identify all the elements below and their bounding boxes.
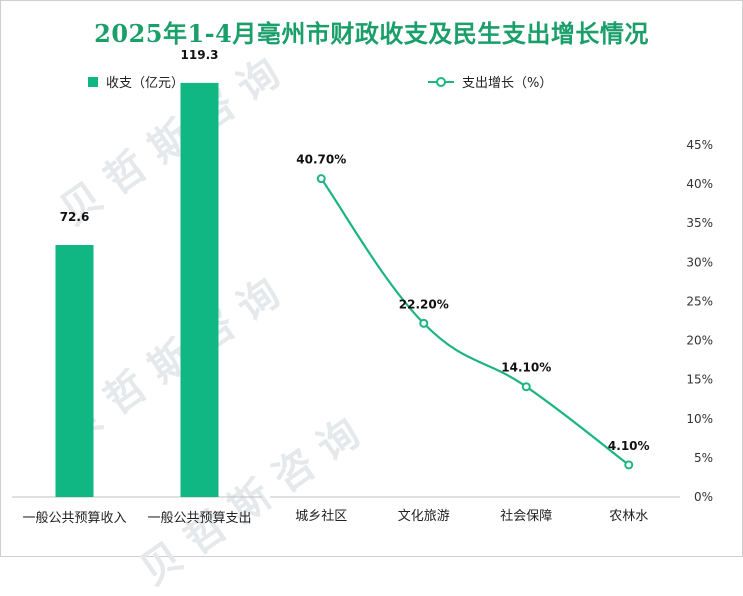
y-tick-label: 45% <box>686 138 713 152</box>
legend-line: 支出增长（%） <box>428 72 552 91</box>
line-category-label: 城乡社区 <box>295 508 347 524</box>
y-tick-label: 40% <box>686 177 713 191</box>
legend-bar-swatch <box>88 76 98 87</box>
line-category-label: 文化旅游 <box>398 509 450 524</box>
chart-title: 2025年1-4月亳州市财政收支及民生支出增长情况 <box>94 19 649 48</box>
y-tick-label: 5% <box>694 451 713 465</box>
bar-category-label: 一般公共预算收入 <box>22 510 126 526</box>
y-tick-label: 20% <box>686 334 713 348</box>
line-value-label: 40.70% <box>296 153 346 167</box>
bar-value-label: 72.6 <box>60 210 90 224</box>
y-tick-label: 10% <box>686 412 713 426</box>
chart-canvas: 72.6 一般公共预算收入 119.3 一般公共预算支出 0% 5% 10% 15% 20% 25… <box>12 48 713 526</box>
bar-value-label: 119.3 <box>181 48 219 62</box>
y-tick-label: 25% <box>686 294 713 308</box>
series-line <box>320 178 630 466</box>
legend-line-label: 支出增长（%） <box>462 76 553 91</box>
y-tick-label: 15% <box>686 373 713 387</box>
y-tick-label: 0% <box>694 490 713 504</box>
line-category-label: 农林水 <box>609 509 648 524</box>
line-category-label: 社会保障 <box>500 508 552 524</box>
legend-bar-label: 收支（亿元） <box>106 76 185 91</box>
line-point <box>624 460 634 470</box>
line-point <box>316 174 326 184</box>
line-value-label: 4.10% <box>608 439 650 453</box>
bar <box>180 82 219 498</box>
bar <box>55 245 94 497</box>
y-tick-label: 35% <box>686 216 713 230</box>
line-point <box>521 382 531 392</box>
line-value-label: 22.20% <box>399 297 449 311</box>
chart-frame <box>0 0 743 557</box>
line-value-label: 14.10% <box>501 361 551 375</box>
y-tick-label: 30% <box>686 255 713 269</box>
legend-bar: 收支（亿元） <box>88 72 184 91</box>
bar-category-label: 一般公共预算支出 <box>147 510 251 526</box>
line-point <box>419 318 429 328</box>
legend-line-marker <box>428 76 454 87</box>
